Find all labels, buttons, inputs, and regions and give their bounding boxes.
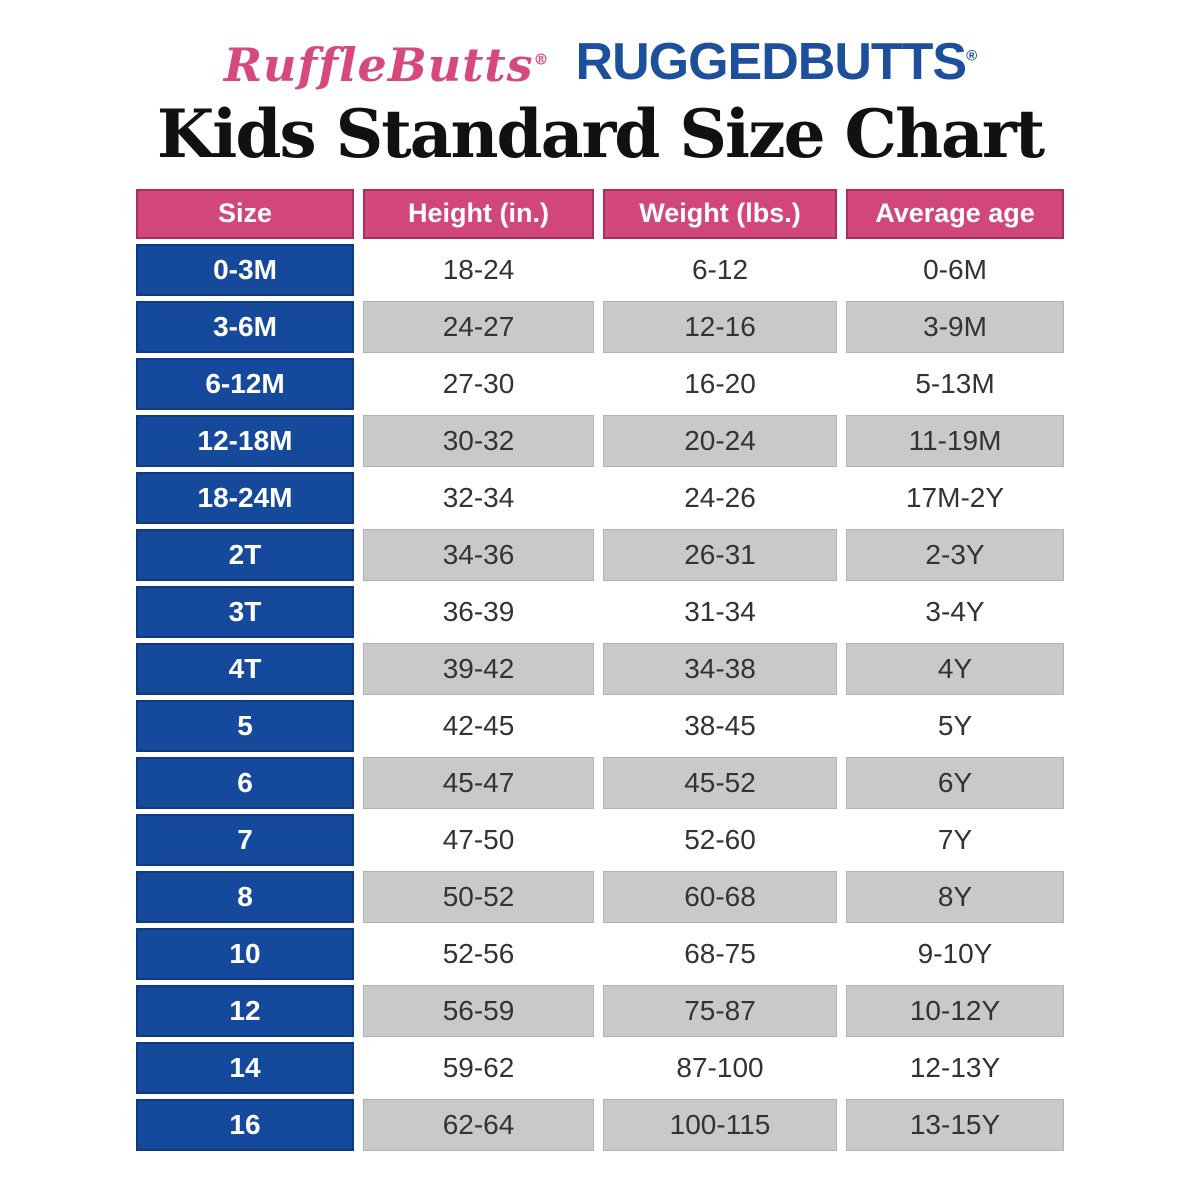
age-cell: 12-13Y	[846, 1041, 1064, 1094]
size-cell: 12	[136, 984, 354, 1037]
age-cell: 10-12Y	[846, 984, 1064, 1037]
age-cell: 9-10Y	[846, 927, 1064, 980]
age-cell: 4Y	[846, 642, 1064, 695]
size-cell: 2T	[136, 528, 354, 581]
weight-cell: 68-75	[603, 927, 837, 980]
weight-cell: 16-20	[603, 357, 837, 410]
weight-cell: 60-68	[603, 870, 837, 923]
height-cell: 18-24	[363, 243, 594, 296]
size-cell: 16	[136, 1098, 354, 1151]
age-cell: 5-13M	[846, 357, 1064, 410]
weight-cell: 31-34	[603, 585, 837, 638]
height-cell: 36-39	[363, 585, 594, 638]
height-cell: 56-59	[363, 984, 594, 1037]
height-cell: 27-30	[363, 357, 594, 410]
brand-bar: RuffleButts® RUGGEDBUTTS®	[0, 26, 1200, 88]
age-cell: 2-3Y	[846, 528, 1064, 581]
age-cell: 7Y	[846, 813, 1064, 866]
size-cell: 14	[136, 1041, 354, 1094]
rufflebutts-logo: RuffleButts®	[224, 42, 550, 88]
weight-cell: 24-26	[603, 471, 837, 524]
size-cell: 6	[136, 756, 354, 809]
height-cell: 24-27	[363, 300, 594, 353]
size-chart-table: Size Height (in.) Weight (lbs.) Average …	[136, 188, 1064, 1151]
age-cell: 6Y	[846, 756, 1064, 809]
size-cell: 8	[136, 870, 354, 923]
height-cell: 52-56	[363, 927, 594, 980]
height-cell: 30-32	[363, 414, 594, 467]
age-cell: 17M-2Y	[846, 471, 1064, 524]
weight-cell: 12-16	[603, 300, 837, 353]
size-cell: 3-6M	[136, 300, 354, 353]
size-cell: 6-12M	[136, 357, 354, 410]
weight-cell: 20-24	[603, 414, 837, 467]
weight-cell: 34-38	[603, 642, 837, 695]
size-cell: 10	[136, 927, 354, 980]
size-cell: 3T	[136, 585, 354, 638]
height-cell: 50-52	[363, 870, 594, 923]
weight-cell: 38-45	[603, 699, 837, 752]
height-cell: 32-34	[363, 471, 594, 524]
age-cell: 11-19M	[846, 414, 1064, 467]
header-cell-weight: Weight (lbs.)	[603, 188, 837, 239]
weight-cell: 6-12	[603, 243, 837, 296]
weight-cell: 100-115	[603, 1098, 837, 1151]
ruggedbutts-logo: RUGGEDBUTTS®	[575, 33, 978, 91]
height-cell: 34-36	[363, 528, 594, 581]
height-cell: 47-50	[363, 813, 594, 866]
age-cell: 8Y	[846, 870, 1064, 923]
age-cell: 3-4Y	[846, 585, 1064, 638]
age-cell: 5Y	[846, 699, 1064, 752]
ruggedbutts-logo-text: RUGGEDBUTTS	[575, 33, 968, 91]
size-cell: 4T	[136, 642, 354, 695]
weight-cell: 52-60	[603, 813, 837, 866]
age-cell: 3-9M	[846, 300, 1064, 353]
page-title: Kids Standard Size Chart	[156, 95, 1045, 173]
rufflebutts-logo-text: RuffleButts	[223, 38, 534, 92]
height-cell: 45-47	[363, 756, 594, 809]
weight-cell: 75-87	[603, 984, 837, 1037]
header-cell-height: Height (in.)	[363, 188, 594, 239]
header-cell-size: Size	[136, 188, 354, 239]
weight-cell: 26-31	[603, 528, 837, 581]
height-cell: 42-45	[363, 699, 594, 752]
size-cell: 7	[136, 813, 354, 866]
height-cell: 59-62	[363, 1041, 594, 1094]
registered-mark: ®	[966, 47, 977, 65]
size-cell: 12-18M	[136, 414, 354, 467]
height-cell: 62-64	[363, 1098, 594, 1151]
size-cell: 5	[136, 699, 354, 752]
height-cell: 39-42	[363, 642, 594, 695]
weight-cell: 87-100	[603, 1041, 837, 1094]
header-cell-average-age: Average age	[846, 188, 1064, 239]
weight-cell: 45-52	[603, 756, 837, 809]
size-cell: 0-3M	[136, 243, 354, 296]
age-cell: 13-15Y	[846, 1098, 1064, 1151]
size-cell: 18-24M	[136, 471, 354, 524]
age-cell: 0-6M	[846, 243, 1064, 296]
registered-mark: ®	[533, 50, 550, 69]
